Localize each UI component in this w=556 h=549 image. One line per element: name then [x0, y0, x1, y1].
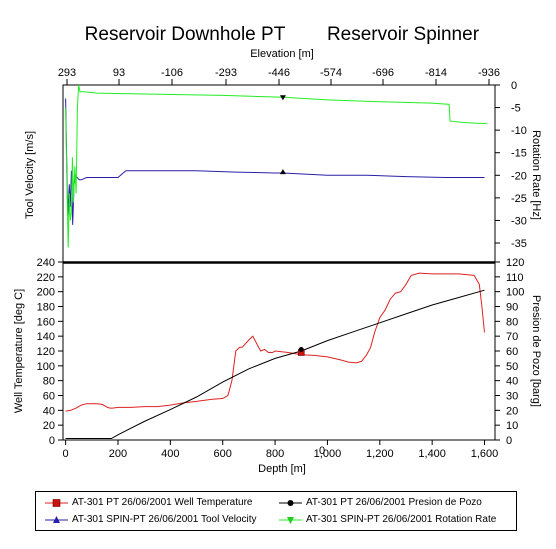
top-panel-left-axis-label: Tool Velocity [m/s] [24, 131, 36, 219]
bottom-left-axis-tick-label: 20 [43, 420, 55, 432]
bottom-right-axis-tick-label: 120 [506, 257, 524, 269]
series-line-rotation-rate [65, 84, 488, 248]
bottom-right-axis-tick-label: 60 [506, 346, 518, 358]
top-axis-label: Elevation [m] [250, 48, 314, 60]
bottom-left-axis-tick-label: 180 [37, 302, 55, 314]
top-panel-frame [62, 84, 496, 264]
bottom-right-axis-tick-label: 50 [506, 361, 518, 373]
bottom-left-axis-tick-label: 140 [37, 331, 55, 343]
bottom-right-axis-tick-label: 80 [506, 316, 518, 328]
legend-label-rotation-rate: AT-301 SPIN-PT 26/06/2001 Rotation Rate [306, 514, 497, 525]
series-line-tool-velocity [65, 98, 485, 225]
bottom-left-axis-tick-label: 0 [49, 435, 55, 447]
bottom-x-axis-tick-label: 0 [63, 448, 69, 460]
legend-label-tool-velocity: AT-301 SPIN-PT 26/06/2001 Tool Velocity [72, 514, 257, 525]
bottom-x-axis-tick-label: 600 [214, 448, 232, 460]
bottom-x-axis-tick-label: 1,000 [314, 448, 342, 460]
top-axis-tick-label: -696 [372, 67, 394, 79]
bottom-left-axis-tick-label: 60 [43, 391, 55, 403]
top-axis-tick-label: -293 [215, 67, 237, 79]
bottom-right-axis-tick-label: 110 [506, 272, 524, 284]
top-axis-tick-label: 93 [113, 67, 125, 79]
top-axis-tick-label: -814 [425, 67, 447, 79]
legend-swatch-tool-velocity [45, 516, 68, 523]
bottom-right-axis-tick-label: 20 [506, 405, 518, 417]
top-right-axis-tick-label: -10 [511, 125, 527, 137]
bottom-x-axis-tick-label: 800 [266, 448, 284, 460]
bottom-right-axis-tick-label: 0 [506, 435, 512, 447]
top-right-axis-tick-label: -25 [511, 193, 527, 205]
bottom-left-axis-tick-label: 80 [43, 376, 55, 388]
top-right-axis-tick-label: 0 [511, 80, 517, 92]
bottom-left-axis-tick-label: 220 [37, 272, 55, 284]
bottom-right-axis-tick-label: 10 [506, 420, 518, 432]
top-axis-tick-label: -106 [161, 67, 183, 79]
series-line-presion-de-pozo [65, 289, 485, 439]
top-axis-tick-label: 293 [58, 67, 76, 79]
bottom-right-axis-tick-label: 70 [506, 331, 518, 343]
bottom-panel-right-axis-label: Presion de Pozo [barg] [530, 295, 542, 407]
bottom-left-axis-tick-label: 240 [37, 257, 55, 269]
top-right-axis-tick-label: -30 [511, 215, 527, 227]
top-right-axis-tick-label: -35 [511, 238, 527, 250]
x-axis-label: Depth [m] [258, 463, 306, 475]
bottom-left-axis-tick-label: 120 [37, 346, 55, 358]
bottom-x-axis-tick-label: 200 [109, 448, 127, 460]
bottom-x-axis-tick-label: 1,600 [471, 448, 499, 460]
legend: AT-301 PT 26/06/2001 Well Temperature AT… [35, 491, 517, 531]
chart-marks: 293 93 -106 -293 -446 -574 -696 -814 -936 0 -5 -10 -… [37, 67, 527, 460]
top-right-axis-tick-label: -15 [511, 148, 527, 160]
bottom-x-axis-tick-label: 1,200 [366, 448, 394, 460]
bottom-left-axis-tick-label: 160 [37, 316, 55, 328]
top-axis-tick-label: -446 [268, 67, 290, 79]
marker-rotation-rate [279, 95, 286, 101]
legend-swatch-well-temperature [45, 499, 68, 507]
series-line-well-temperature [65, 272, 485, 412]
bottom-right-axis-tick-label: 90 [506, 302, 518, 314]
legend-label-well-temperature: AT-301 PT 26/06/2001 Well Temperature [72, 497, 253, 508]
chart-canvas: Reservoir Downhole PT Reservoir Spinner … [13, 24, 542, 475]
bottom-left-axis-tick-label: 100 [37, 361, 55, 373]
top-axis-tick-label: -574 [320, 67, 342, 79]
top-panel-right-axis-label: Rotation Rate [Hz] [530, 130, 542, 220]
bottom-panel-left-axis-label: Well Temperature [deg C] [13, 289, 25, 413]
chart-title-right: Reservoir Spinner [327, 24, 480, 45]
bottom-left-axis-tick-label: 40 [43, 405, 55, 417]
top-right-axis-tick-label: -20 [511, 170, 527, 182]
marker-tool-velocity [279, 169, 286, 175]
bottom-left-axis-tick-label: 200 [37, 287, 55, 299]
top-right-axis-tick-label: -5 [511, 103, 521, 115]
legend-swatch-presion-de-pozo [279, 500, 302, 506]
bottom-x-axis-tick-label: 1,400 [418, 448, 446, 460]
bottom-right-axis-tick-label: 100 [506, 287, 524, 299]
top-axis-tick-label: -936 [478, 67, 500, 79]
stray-tick-label: 0 [319, 445, 325, 457]
legend-swatch-rotation-rate [279, 517, 302, 524]
bottom-x-axis-tick-label: 400 [161, 448, 179, 460]
legend-label-presion-de-pozo: AT-301 PT 26/06/2001 Presion de Pozo [306, 497, 482, 508]
chart-title-left: Reservoir Downhole PT [85, 24, 286, 45]
marker-presion-de-pozo [298, 347, 304, 353]
bottom-right-axis-tick-label: 30 [506, 391, 518, 403]
bottom-right-axis-tick-label: 40 [506, 376, 518, 388]
